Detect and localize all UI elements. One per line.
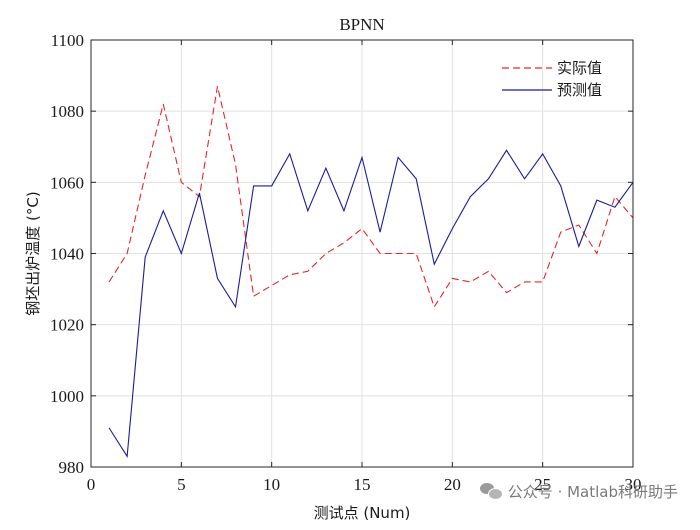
wechat-icon — [479, 482, 503, 500]
x-axis-label: 测试点 (Num) — [314, 504, 411, 522]
watermark-text: 公众号 · Matlab科研助手 — [507, 482, 678, 501]
series-line-1 — [108, 149, 634, 458]
y-tick-label: 1060 — [50, 173, 84, 192]
x-tick-label: 0 — [87, 475, 96, 494]
series-layer — [108, 86, 634, 458]
legend-label-0: 实际值 — [557, 59, 602, 77]
y-axis-label: 钢坯出炉温度 (°C) — [24, 191, 42, 315]
x-tick-label: 25 — [534, 475, 551, 494]
y-tick-label: 1000 — [50, 387, 84, 406]
legend-label-1: 预测值 — [557, 81, 602, 99]
chart-title: BPNN — [339, 15, 384, 34]
y-tick-label: 1100 — [51, 31, 84, 50]
y-tick-label: 1040 — [50, 245, 84, 264]
series-line-0 — [108, 86, 634, 309]
x-tick-label: 15 — [354, 475, 371, 494]
y-tick-label: 1080 — [50, 102, 84, 121]
x-tick-label: 10 — [263, 475, 280, 494]
y-tick-label: 1020 — [50, 316, 84, 335]
watermark: 公众号 · Matlab科研助手 — [479, 479, 678, 503]
y-tick-label: 980 — [59, 458, 85, 477]
x-tick-label: 30 — [625, 475, 642, 494]
x-tick-label: 20 — [444, 475, 461, 494]
axis-ticks: 0 5 10 15 20 25 30 980 1000 1020 1040 1060 1080 1100 — [50, 31, 642, 494]
grid-lines — [90, 39, 634, 468]
x-tick-label: 5 — [177, 475, 186, 494]
